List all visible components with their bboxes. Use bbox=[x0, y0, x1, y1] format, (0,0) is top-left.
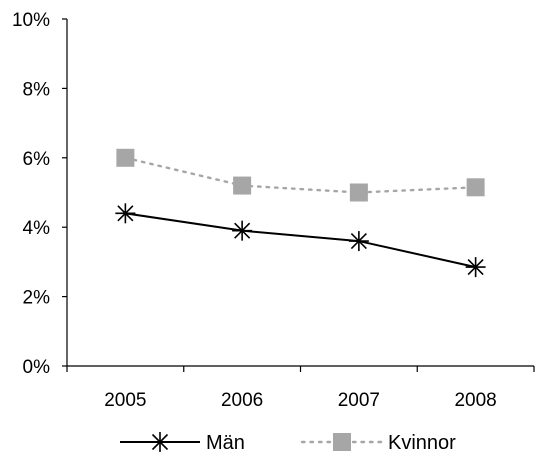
series-kvinnor bbox=[116, 148, 485, 202]
data-point bbox=[115, 203, 136, 224]
legend-swatch-marker bbox=[333, 433, 351, 451]
data-point bbox=[349, 183, 368, 202]
chart-axes bbox=[62, 18, 535, 372]
data-point bbox=[348, 231, 369, 252]
x-tick-label: 2005 bbox=[104, 390, 146, 411]
y-tick-label: 6% bbox=[23, 149, 51, 170]
y-tick-labels: 0% 2% 4% 6% 8% 10% bbox=[12, 10, 50, 378]
y-tick-label: 2% bbox=[23, 288, 51, 309]
x-tick-label: 2008 bbox=[454, 390, 496, 411]
legend-swatch-marker bbox=[150, 432, 170, 452]
legend-label: Kvinnor bbox=[388, 432, 456, 454]
series-line bbox=[125, 212, 476, 269]
x-tick-label: 2006 bbox=[221, 390, 263, 411]
x-tick-labels: 2005 2006 2007 2008 bbox=[104, 390, 497, 411]
series-line bbox=[124, 156, 477, 194]
data-point bbox=[232, 220, 253, 241]
data-point bbox=[116, 148, 135, 167]
legend-label: Män bbox=[206, 432, 245, 454]
series-layer bbox=[115, 148, 486, 278]
data-point bbox=[466, 178, 485, 197]
y-tick-label: 4% bbox=[23, 218, 51, 239]
y-tick-label: 0% bbox=[23, 357, 51, 378]
y-tick-label: 10% bbox=[12, 10, 50, 31]
legend-item-kvinnor: Kvinnor bbox=[300, 432, 456, 454]
data-point bbox=[233, 176, 252, 195]
legend: Män Kvinnor bbox=[120, 432, 456, 454]
x-tick-label: 2007 bbox=[338, 390, 380, 411]
legend-item-m-n: Män bbox=[120, 432, 245, 454]
y-tick-label: 8% bbox=[23, 79, 51, 100]
data-point bbox=[465, 257, 486, 278]
series-m-n bbox=[115, 203, 486, 278]
